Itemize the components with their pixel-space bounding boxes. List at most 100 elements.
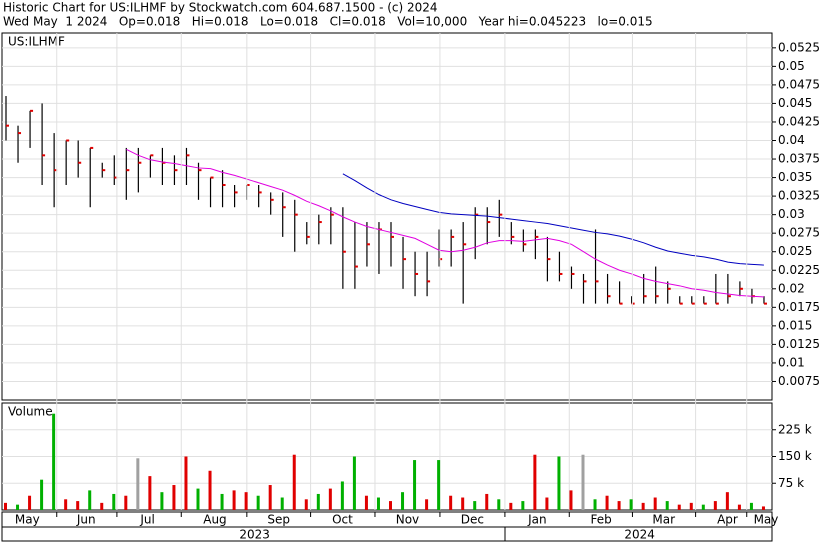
volume-bar: [100, 502, 104, 510]
volume-bar: [461, 497, 465, 510]
x-tick-label: Apr: [717, 513, 738, 527]
y-tick-label: 0.0475: [778, 77, 820, 91]
volume-bar: [64, 499, 68, 510]
y-tick-label: 0.03: [778, 207, 805, 221]
symbol-label: US:ILHMF: [8, 35, 65, 49]
volume-bar: [316, 493, 320, 510]
volume-bar: [340, 481, 344, 510]
volume-bar: [124, 495, 128, 510]
y-tick-label: 0.015: [778, 318, 812, 332]
volume-bar: [112, 493, 116, 510]
y-tick-label: 0.0325: [778, 189, 820, 203]
volume-bar: [509, 502, 513, 510]
volume-bar: [304, 499, 308, 510]
volume-bar: [485, 493, 489, 510]
volume-bar: [4, 502, 7, 510]
volume-bar: [737, 504, 741, 510]
volume-bar: [256, 495, 260, 510]
volume-bar: [749, 502, 753, 510]
volume-bar: [148, 476, 152, 510]
x-tick-label: Mar: [652, 513, 675, 527]
y-tick-label: 0.0125: [778, 337, 820, 351]
volume-bar: [449, 495, 453, 510]
volume-bar: [725, 492, 729, 510]
volume-bar: [40, 479, 44, 510]
y-tick-label: 0.035: [778, 170, 812, 184]
volume-bar: [629, 499, 633, 510]
volume-bar: [593, 499, 597, 510]
volume-bar: [160, 492, 164, 510]
volume-bar: [533, 454, 537, 510]
volume-bar: [665, 501, 669, 510]
volume-bar: [76, 501, 80, 510]
volume-bar: [653, 497, 657, 510]
header-title: Historic Chart for US:ILHMF by Stockwatc…: [3, 1, 438, 15]
volume-bar: [713, 501, 717, 510]
y-tick-label: 0.05: [778, 59, 805, 73]
volume-bar: [557, 456, 561, 510]
y-tick-label: 0.04: [778, 133, 805, 147]
y-tick-label: 75 k: [778, 476, 804, 490]
y-tick-label: 0.0225: [778, 263, 820, 277]
volume-label: Volume: [8, 405, 53, 419]
volume-bar: [569, 490, 573, 510]
volume-bar: [280, 497, 284, 510]
x-tick-label: Sep: [267, 513, 290, 527]
y-tick-label: 225 k: [778, 422, 812, 436]
volume-bar: [88, 490, 92, 510]
y-tick-label: 0.02: [778, 281, 805, 295]
y-tick-label: 0.045: [778, 96, 812, 110]
volume-bar: [220, 493, 224, 510]
x-tick-label: Jun: [76, 513, 96, 527]
volume-bar: [244, 492, 248, 510]
volume-bar: [677, 504, 681, 510]
header-quote: Wed May 1 2024 Op=0.018 Hi=0.018 Lo=0.01…: [3, 15, 653, 29]
moving-average: [126, 148, 764, 298]
y-tick-label: 0.0425: [778, 114, 820, 128]
volume-bar: [352, 456, 356, 510]
volume-bar: [617, 501, 621, 510]
y-tick-label: 0.01: [778, 355, 805, 369]
volume-bar: [16, 504, 20, 510]
volume-bar: [413, 460, 417, 510]
y-tick-label: 0.025: [778, 244, 812, 258]
year-label: 2024: [624, 528, 655, 542]
volume-bar: [28, 495, 32, 510]
volume-bar: [641, 502, 645, 510]
volume-bar: [196, 488, 200, 510]
volume-bar: [701, 504, 705, 510]
y-tick-label: 150 k: [778, 449, 812, 463]
volume-bar: [605, 495, 609, 510]
volume-bar: [376, 497, 380, 510]
volume-bar: [521, 501, 525, 510]
x-tick-label: May: [15, 513, 40, 527]
x-tick-label: Dec: [461, 513, 484, 527]
moving-average: [342, 173, 764, 266]
y-tick-label: 0.0075: [778, 374, 820, 388]
volume-bar: [437, 460, 441, 510]
volume-bar: [389, 501, 392, 510]
x-tick-label: Jan: [527, 513, 547, 527]
year-label: 2023: [239, 528, 270, 542]
x-tick-label: Aug: [203, 513, 226, 527]
volume-bar: [401, 492, 405, 510]
y-tick-label: 0.0175: [778, 300, 820, 314]
volume-bar: [52, 413, 56, 510]
volume-bar: [497, 499, 501, 510]
y-tick-label: 0.0375: [778, 152, 820, 166]
volume-bar: [172, 485, 176, 510]
volume-bar: [689, 502, 693, 510]
volume-bar: [328, 488, 332, 510]
x-tick-label: May: [754, 513, 779, 527]
volume-bar: [184, 456, 188, 510]
x-tick-label: Jul: [139, 513, 154, 527]
volume-bar: [292, 454, 296, 510]
volume-bar: [425, 499, 429, 510]
volume-bar: [473, 501, 477, 510]
y-tick-label: 0.0525: [778, 40, 820, 54]
x-tick-label: Oct: [332, 513, 353, 527]
volume-bar: [581, 454, 585, 510]
volume-bar: [545, 497, 549, 510]
